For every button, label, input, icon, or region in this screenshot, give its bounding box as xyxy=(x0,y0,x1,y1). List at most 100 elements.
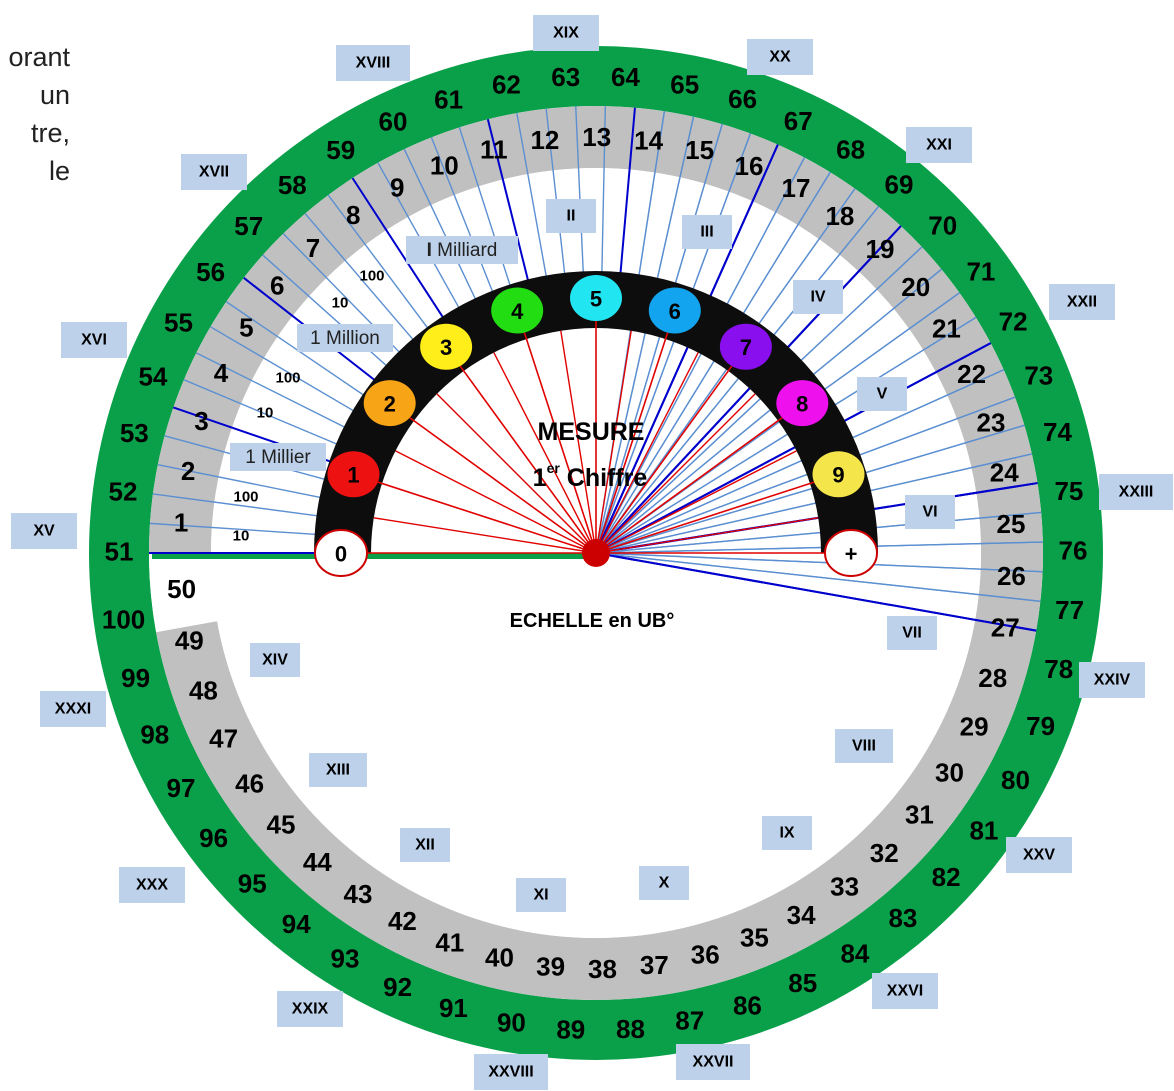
outer-number: 69 xyxy=(885,170,914,200)
outer-number: 100 xyxy=(102,604,145,634)
roman-box xyxy=(906,127,972,163)
roman-label: VI xyxy=(922,504,937,521)
inner-number: 16 xyxy=(735,151,764,181)
outer-number: 56 xyxy=(196,257,225,287)
digit-circle xyxy=(363,380,416,427)
outer-number: 62 xyxy=(492,70,521,100)
roman-label: IV xyxy=(810,289,825,306)
red-ray xyxy=(493,352,597,554)
magnitude-labels: 10 100 1 Millier 10 100 1 Million 10 100 I Milli… xyxy=(230,236,518,545)
roman-box xyxy=(61,322,127,358)
roman-box xyxy=(857,377,907,411)
graduation-line xyxy=(595,396,1016,554)
digit-circle xyxy=(327,451,380,498)
graduation-line xyxy=(377,162,461,309)
roman-box xyxy=(309,753,367,787)
outer-number: 77 xyxy=(1055,595,1084,625)
graduation-line xyxy=(595,157,806,554)
outer-number: 71 xyxy=(966,256,995,286)
digit-label: 5 xyxy=(590,287,602,312)
digit-circle xyxy=(824,529,878,577)
roman-label: VIII xyxy=(852,738,876,755)
inner-number: 45 xyxy=(267,810,296,840)
inner-number: 46 xyxy=(235,768,264,798)
red-ray xyxy=(353,473,597,554)
inner-number: 19 xyxy=(866,234,895,264)
digit-label: 2 xyxy=(384,392,396,417)
graduation-line xyxy=(595,369,1004,554)
inner-number: 34 xyxy=(787,900,816,930)
digit-circle xyxy=(719,323,772,370)
graduation-line xyxy=(595,144,779,554)
magnitude-box xyxy=(406,236,518,264)
outer-number: 87 xyxy=(675,1006,704,1036)
notch-white xyxy=(149,553,596,581)
outer-number: 60 xyxy=(379,106,408,136)
red-ray xyxy=(595,393,756,554)
inner-number: 44 xyxy=(303,847,332,877)
inner-number: 29 xyxy=(960,712,989,742)
outer-number: 84 xyxy=(840,939,869,969)
graduation-line xyxy=(595,552,1037,632)
graduation-line xyxy=(157,463,322,499)
roman-label: XIV xyxy=(262,652,288,669)
inner-number: 42 xyxy=(388,906,417,936)
inner-number: 50 xyxy=(167,574,196,604)
roman-box xyxy=(336,45,410,81)
center-title: MESURE xyxy=(538,418,645,446)
inner-number: 22 xyxy=(957,359,986,389)
graduation-line xyxy=(149,522,317,536)
roman-label: XXVI xyxy=(887,983,923,1000)
inner-number: 47 xyxy=(209,723,238,753)
digit-arc: 0 1 2 3 4 5 6 7 8 9 + xyxy=(314,271,878,577)
outer-number: 67 xyxy=(784,106,813,136)
inner-number: 32 xyxy=(870,838,899,868)
outer-number: 99 xyxy=(121,663,150,693)
cropped-side-text: orant un tre, le xyxy=(0,38,70,190)
inner-number: 10 xyxy=(430,151,459,181)
red-ray xyxy=(436,393,597,554)
inner-number: 11 xyxy=(480,135,508,165)
magnitude-box xyxy=(230,443,326,471)
graduation-line xyxy=(545,108,566,275)
graduation-line xyxy=(595,342,992,554)
red-ray xyxy=(595,517,819,554)
roman-label: XIX xyxy=(553,25,579,42)
roman-box xyxy=(250,643,300,677)
roman-box xyxy=(793,280,843,314)
graduation-line xyxy=(486,119,530,282)
roman-label: XX xyxy=(769,49,791,66)
inner-number: 27 xyxy=(991,613,1020,643)
red-ray xyxy=(595,352,699,554)
roman-label: III xyxy=(700,224,713,241)
roman-label: XVIII xyxy=(356,55,391,72)
red-ray xyxy=(395,450,597,554)
graduation-line xyxy=(595,133,751,554)
inner-number: 33 xyxy=(830,872,859,902)
graduation-line xyxy=(595,124,723,554)
outer-number: 98 xyxy=(140,719,169,749)
inner-number: 48 xyxy=(189,676,218,706)
digit-label: 6 xyxy=(669,299,681,324)
outer-number: 51 xyxy=(105,536,134,566)
graduation-line xyxy=(403,148,477,301)
outer-number: 92 xyxy=(383,972,412,1002)
outer-number: 59 xyxy=(326,135,355,165)
roman-box xyxy=(1006,837,1072,873)
roman-box xyxy=(835,729,893,763)
red-ray xyxy=(595,310,676,554)
magnitude-box xyxy=(297,324,393,352)
red-ray xyxy=(445,346,597,554)
inner-number: 15 xyxy=(685,135,714,165)
cropped-text-line: le xyxy=(48,156,70,186)
outer-number: 89 xyxy=(556,1014,585,1044)
inner-number: 17 xyxy=(782,173,811,203)
digit-label: + xyxy=(845,542,858,567)
outer-number: 58 xyxy=(278,170,307,200)
outer-number: 90 xyxy=(497,1007,526,1037)
inner-number: 3 xyxy=(194,406,208,436)
graduation-line xyxy=(595,511,1042,554)
red-ray xyxy=(389,402,597,554)
